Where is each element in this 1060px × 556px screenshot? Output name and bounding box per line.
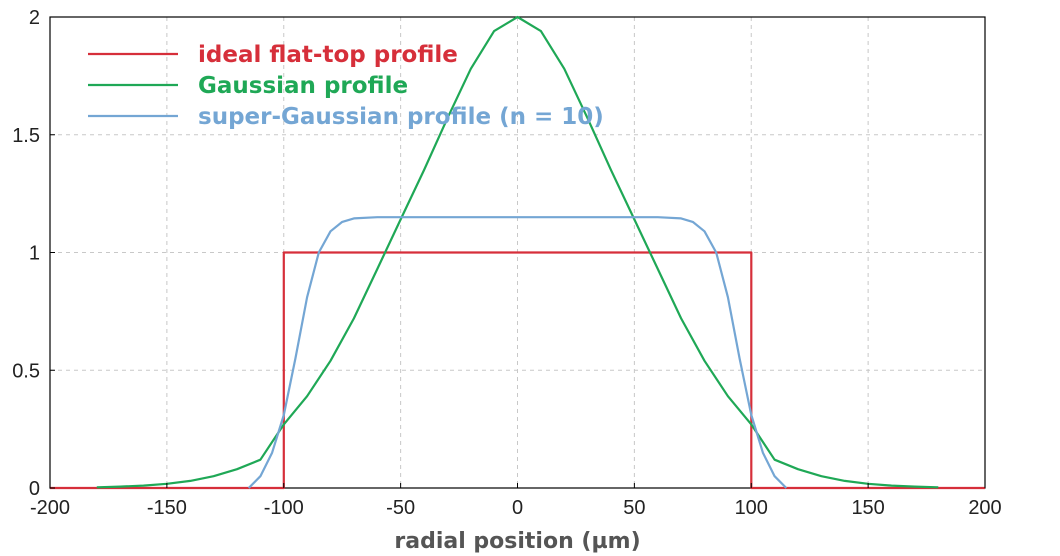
x-tick-label: 50	[623, 497, 645, 519]
y-tick-label: 0	[29, 478, 40, 500]
legend-label: Gaussian profile	[198, 73, 408, 99]
x-axis-label: radial position (µm)	[394, 529, 640, 554]
series-line-1	[50, 251, 985, 490]
series-line-3	[247, 216, 788, 489]
legend: ideal flat-top profile Gaussian profile su…	[88, 42, 604, 130]
y-tick-label: 0.5	[12, 360, 40, 382]
series-layer	[50, 15, 985, 490]
legend-label: ideal flat-top profile	[198, 42, 458, 68]
x-tick-label: 150	[851, 497, 884, 519]
x-tick-label: -100	[264, 497, 304, 519]
legend-label: super-Gaussian profile (n = 10)	[198, 104, 604, 130]
x-axis-ticks: -200 -150 -100 -50 0 50 100 150 200	[30, 483, 1002, 519]
x-tick-label: 200	[968, 497, 1001, 519]
series-line-2	[96, 15, 939, 489]
x-tick-label: 100	[735, 497, 768, 519]
y-tick-label: 1.5	[12, 125, 40, 147]
y-tick-label: 2	[29, 7, 40, 29]
x-tick-label: -50	[386, 497, 415, 519]
x-tick-label: 0	[512, 497, 523, 519]
x-tick-label: -150	[147, 497, 187, 519]
x-tick-label: -200	[30, 497, 70, 519]
y-axis-ticks: 0 0.5 1 1.5 2	[12, 7, 55, 500]
y-tick-label: 1	[29, 243, 40, 265]
